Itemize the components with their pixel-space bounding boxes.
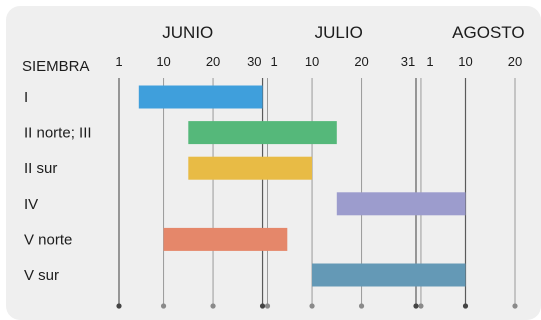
bar-3 [188,156,313,180]
gridline-dot [160,303,167,309]
bars [138,85,466,287]
x-tick-label: 20 [508,54,522,69]
month-label: JULIO [315,23,363,42]
gridline-dot [116,303,122,309]
row-header-label: SIEMBRA [22,58,90,75]
bar-4 [336,192,466,216]
row-label: II norte; III [24,125,92,142]
month-label: AGOSTO [452,23,524,42]
x-tick-label: 1 [115,54,122,69]
x-tick-label: 30 [247,54,261,69]
gridline-dot [264,303,271,309]
gridline-dot [210,303,216,309]
x-tick-label: 20 [354,54,368,69]
bar-5 [163,227,288,251]
row-label: V norte [24,231,72,248]
labels: 1 10 20 30 1 10 20 31 1 10 20 JUNIO JULIO AGOSTO I II n… [24,23,525,284]
x-tick-label: 10 [305,54,319,69]
gridline-dot [309,303,315,309]
bar-1 [138,85,263,109]
month-label: JUNIO [162,23,213,42]
x-tick-label: 10 [458,54,472,69]
gridline-dot [413,303,419,309]
gridlines [116,78,518,309]
bar-2 [188,121,337,145]
bar-6 [312,263,466,287]
row-label: V sur [24,267,59,284]
gridline-dot [462,303,469,309]
gridline-dot [512,303,518,309]
x-tick-label: 1 [271,54,278,69]
x-tick-label: 31 [401,54,415,69]
gridline-dot [358,303,365,309]
gridline-dot [418,303,424,309]
gridline-dot [259,303,266,309]
x-tick-label: 20 [206,54,220,69]
row-label: I [24,89,28,106]
x-tick-label: 10 [156,54,170,69]
x-tick-label: 1 [426,54,433,69]
row-label: II sur [24,160,57,177]
row-label: IV [24,196,38,213]
